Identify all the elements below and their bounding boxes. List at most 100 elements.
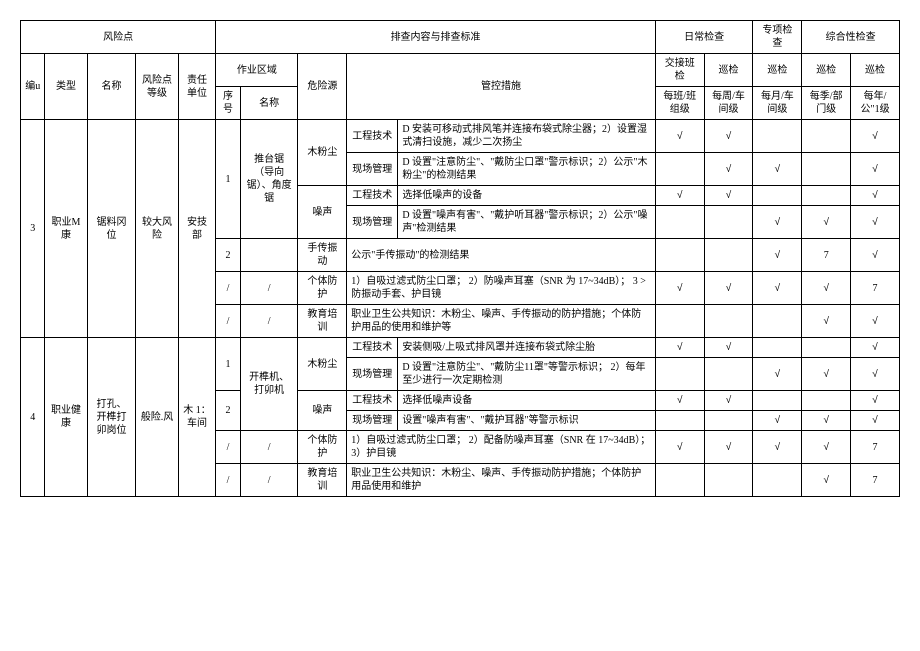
cell-area: 开榫机、打卯机: [240, 338, 298, 431]
cell-name: 打孔、开榫打卯岗位: [87, 338, 136, 497]
table-row: 4 职业健康 打孔、开榫打卯岗位 般险.风 木 1：车间 1 开榫机、打卯机 木…: [21, 338, 900, 358]
cell-check: √: [753, 206, 802, 239]
cell-ctrl-txt: 1）自吸过滤式防尘口罩； 2）配备防噪声耳塞（SNR 在 17~34dB）； 3…: [347, 431, 656, 464]
cell-ctrl-txt: 职业卫生公共知识：木粉尘、噪声、手传振动的防护措施；个体防护用品的使用和维护等: [347, 305, 656, 338]
hdr-risk-level: 风险点等级: [136, 54, 178, 120]
cell-ctrl-cat: 工程技术: [347, 186, 398, 206]
hdr-work-area: 作业区域: [216, 54, 298, 87]
cell-check: √: [851, 206, 900, 239]
cell-check: √: [655, 431, 704, 464]
cell-hazard: 手传振动: [298, 239, 347, 272]
cell-empty: [704, 411, 753, 431]
cell-empty: [655, 411, 704, 431]
hdr-patrol: 巡检: [704, 54, 753, 87]
cell-level: 较大风险: [136, 120, 178, 338]
cell-seven: 7: [851, 431, 900, 464]
hdr-special-check: 专项检查: [753, 21, 802, 54]
cell-area: 推台锯（导向锯）、角度锯: [240, 120, 298, 239]
cell-empty: [704, 305, 753, 338]
cell-empty: [655, 464, 704, 497]
cell-id: 3: [21, 120, 45, 338]
cell-check: √: [655, 120, 704, 153]
cell-empty: [802, 391, 851, 411]
cell-check: √: [704, 338, 753, 358]
cell-ctrl-txt: D 设置"噪声有害"、"戴护听耳器"警示标识；2）公示"噪声"检测结果: [398, 206, 655, 239]
cell-seven: 7: [851, 272, 900, 305]
cell-type: 职业M康: [45, 120, 87, 338]
cell-slash: /: [240, 272, 298, 305]
cell-empty: [704, 358, 753, 391]
table-row: 3 职业M康 锯料冈位 较大风险 安技部 1 推台锯（导向锯）、角度锯 木粉尘 …: [21, 120, 900, 153]
hdr-per-week: 每周/车间级: [704, 87, 753, 120]
cell-check: √: [753, 431, 802, 464]
cell-check: √: [802, 431, 851, 464]
cell-ctrl-txt: 选择低噪声的设备: [398, 186, 655, 206]
cell-hazard: 噪声: [298, 391, 347, 431]
cell-ctrl-txt: 职业卫生公共知识：木粉尘、噪声、手传振动防护措施；个体防护用品使用和维护: [347, 464, 656, 497]
cell-slash: /: [216, 305, 240, 338]
hdr-per-month: 每月/车间级: [753, 87, 802, 120]
cell-ctrl-cat: 工程技术: [347, 338, 398, 358]
cell-ctrl-txt: D 设置"注意防尘"、"戴防尘11罩"等警示标识； 2）每年至少进行一次定期检测: [398, 358, 655, 391]
cell-slash: /: [240, 305, 298, 338]
cell-seven: 7: [851, 464, 900, 497]
hdr-type: 类型: [45, 54, 87, 120]
cell-check: √: [851, 305, 900, 338]
cell-ctrl-cat: 工程技术: [347, 391, 398, 411]
hdr-hazard: 危险源: [298, 54, 347, 120]
cell-seq: 2: [216, 391, 240, 431]
hdr-risk-point: 风险点: [21, 21, 216, 54]
cell-seq: 2: [216, 239, 240, 272]
cell-check: √: [655, 338, 704, 358]
cell-check: √: [851, 411, 900, 431]
cell-dept: 安技部: [178, 120, 216, 338]
hdr-patrol4: 巡检: [851, 54, 900, 87]
cell-check: √: [851, 239, 900, 272]
cell-dept: 木 1：车间: [178, 338, 216, 497]
cell-check: √: [753, 358, 802, 391]
cell-ctrl-cat: 现场管理: [347, 206, 398, 239]
cell-empty: [802, 120, 851, 153]
hdr-per-quarter: 每季/部门级: [802, 87, 851, 120]
cell-check: √: [704, 431, 753, 464]
cell-ctrl-txt: D 设置"注意防尘"、"戴防尘口罩"警示标识；2）公示"木粉尘"的检测结果: [398, 153, 655, 186]
hdr-control: 管控措施: [347, 54, 656, 120]
cell-ctrl-txt: 设置"噪声有害"、"戴护耳器"等警示标识: [398, 411, 655, 431]
hdr-daily-check: 日常检查: [655, 21, 753, 54]
cell-check: √: [704, 120, 753, 153]
cell-check: √: [802, 272, 851, 305]
cell-area: [240, 239, 298, 272]
cell-ctrl-txt: 选择低噪声设备: [398, 391, 655, 411]
hdr-dept: 责任单位: [178, 54, 216, 120]
cell-ctrl-txt: 1）自吸过滤式防尘口罩； 2）防噪声耳塞（SNR 为 17~34dB）； 3 >…: [347, 272, 656, 305]
cell-hazard: 个体防护: [298, 431, 347, 464]
cell-empty: [802, 186, 851, 206]
cell-check: √: [704, 272, 753, 305]
cell-name: 锯料冈位: [87, 120, 136, 338]
cell-check: √: [655, 391, 704, 411]
cell-empty: [655, 206, 704, 239]
cell-hazard: 教育培训: [298, 464, 347, 497]
cell-ctrl-cat: 现场管理: [347, 153, 398, 186]
cell-check: √: [802, 305, 851, 338]
cell-empty: [655, 239, 704, 272]
cell-empty: [802, 153, 851, 186]
cell-check: √: [802, 464, 851, 497]
cell-empty: [704, 239, 753, 272]
cell-check: √: [851, 120, 900, 153]
cell-hazard: 噪声: [298, 186, 347, 239]
cell-ctrl-txt: 安装侧吸/上吸式排风罩并连接布袋式除尘胎: [398, 338, 655, 358]
cell-check: √: [753, 153, 802, 186]
cell-ctrl-cat: 现场管理: [347, 411, 398, 431]
cell-check: √: [802, 206, 851, 239]
cell-check: √: [851, 153, 900, 186]
cell-ctrl-txt: D 安装可移动式排风笔并连接布袋式除尘器；2）设置湿式清扫设施，减少二次扬尘: [398, 120, 655, 153]
hdr-patrol3: 巡检: [802, 54, 851, 87]
cell-empty: [753, 120, 802, 153]
cell-check: √: [851, 358, 900, 391]
hdr-area-name: 名称: [240, 87, 298, 120]
cell-hazard: 木粉尘: [298, 338, 347, 391]
hdr-comprehensive-check: 综合性检查: [802, 21, 900, 54]
risk-inspection-table: 风险点 排查内容与排查标准 日常检查 专项检查 综合性检查 编u 类型 名称 风…: [20, 20, 900, 497]
cell-check: √: [704, 186, 753, 206]
